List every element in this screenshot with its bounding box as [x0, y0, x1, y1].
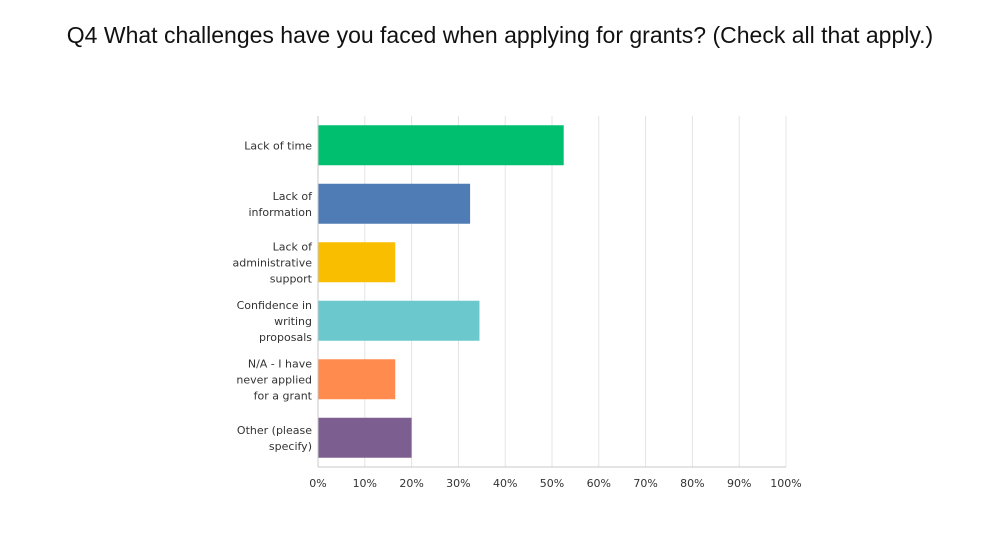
x-tick-label: 60%	[587, 477, 611, 490]
category-label: Lack of information	[249, 190, 314, 219]
label-layer: Lack of time Lack of information Lack of adm…	[233, 139, 314, 453]
x-tick-label: 10%	[353, 477, 377, 490]
category-label: Other (please specify)	[237, 424, 312, 453]
bar	[318, 183, 471, 224]
bar	[318, 359, 396, 400]
grid-layer	[364, 116, 787, 467]
bar	[318, 417, 412, 458]
bar	[318, 125, 564, 166]
x-tick-label: 90%	[727, 477, 751, 490]
category-label: N/A - I have never applied for a grant	[236, 357, 312, 402]
category-label: Lack of time	[244, 139, 312, 152]
bar	[318, 300, 480, 341]
x-tick-label: 0%	[309, 477, 326, 490]
x-tick-label: 20%	[399, 477, 423, 490]
chart-title: Q4 What challenges have you faced when a…	[66, 22, 934, 48]
x-tick-label: 40%	[493, 477, 517, 490]
x-tick-label: 80%	[680, 477, 704, 490]
x-tick-label: 50%	[540, 477, 564, 490]
x-tick-label: 100%	[770, 477, 801, 490]
category-label: Confidence in writing proposals	[237, 299, 313, 344]
axis-layer: 0% 10% 20% 30% 40% 50% 60% 70% 80% 90% 100%	[309, 116, 802, 490]
x-tick-label: 30%	[446, 477, 470, 490]
bar	[318, 242, 396, 283]
category-label: Lack of administrative support	[233, 240, 314, 285]
x-tick-label: 70%	[633, 477, 657, 490]
bar-layer	[318, 125, 564, 458]
